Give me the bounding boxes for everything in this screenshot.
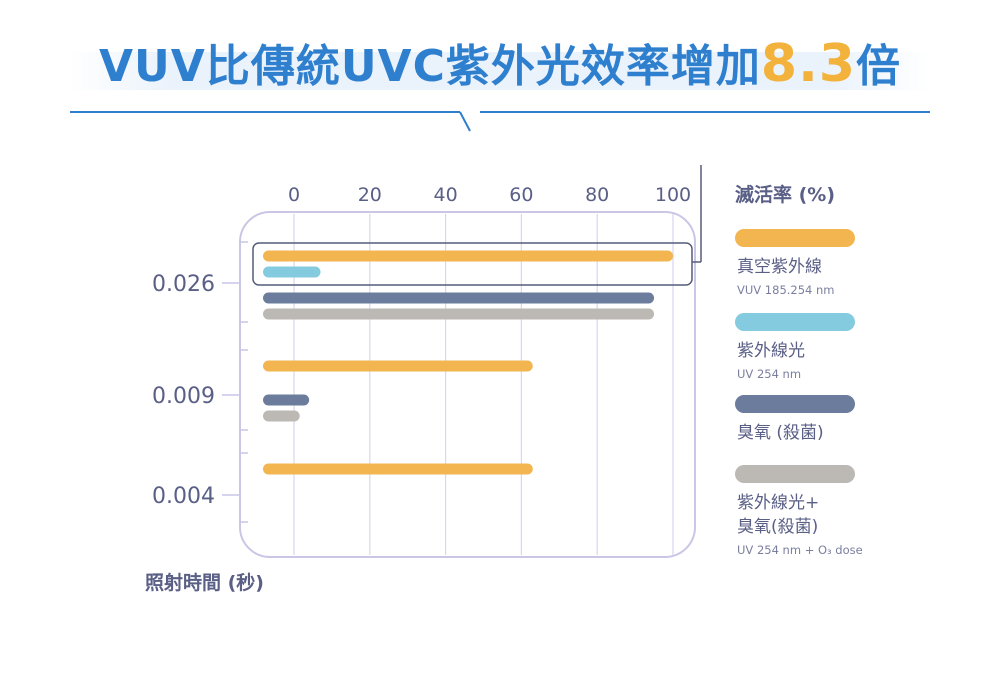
title-suffix: 倍 [856, 41, 902, 92]
legend-label: 真空紫外線 [737, 257, 822, 277]
legend-sublabel: UV 254 nm [737, 367, 801, 381]
title-prefix: VUV比傳統UVC紫外光效率增加 [98, 41, 761, 92]
legend-label: 臭氧(殺菌) [737, 517, 818, 537]
bar [263, 463, 533, 475]
legend-label: 紫外線光+ [737, 493, 819, 513]
bar [263, 308, 655, 320]
bar [263, 250, 673, 262]
legend-swatch [735, 395, 855, 413]
legend-label: 臭氧 (殺菌) [737, 423, 824, 443]
legend-swatch [735, 229, 855, 247]
x-tick-label: 60 [509, 184, 533, 206]
category-bracket [239, 349, 248, 431]
plot-frame [239, 211, 696, 558]
category-bracket [239, 452, 248, 523]
legend-label: 紫外線光 [737, 341, 805, 361]
title-background [70, 52, 930, 90]
title-underline-notch [459, 111, 471, 132]
page-title: VUV比傳統UVC紫外光效率增加8.3倍 [99, 30, 901, 94]
legend-swatch [735, 313, 855, 331]
bar [263, 266, 321, 278]
title-area: VUV比傳統UVC紫外光效率增加8.3倍 [0, 30, 1000, 94]
highlight-box [252, 242, 693, 286]
x-tick-label: 20 [358, 184, 382, 206]
bar [263, 394, 310, 406]
legend-swatch [735, 465, 855, 483]
category-label: 0.004 [152, 484, 215, 509]
bar [263, 410, 300, 422]
bar [263, 292, 655, 304]
bar [263, 360, 533, 372]
x-tick-label: 0 [288, 184, 300, 206]
legend-sublabel: VUV 185.254 nm [737, 283, 835, 297]
category-bracket [239, 241, 248, 323]
x-tick-label: 40 [434, 184, 458, 206]
title-highlight: 8.3 [760, 34, 857, 94]
x-tick-label: 80 [585, 184, 609, 206]
category-label: 0.026 [152, 272, 215, 297]
y-axis-title: 照射時間 (秒) [145, 571, 264, 594]
x-tick-label: 100 [655, 184, 691, 206]
x-axis-title: 滅活率 (%) [735, 183, 835, 206]
legend-sublabel: UV 254 nm + O₃ dose [737, 543, 863, 557]
category-label: 0.009 [152, 384, 215, 409]
